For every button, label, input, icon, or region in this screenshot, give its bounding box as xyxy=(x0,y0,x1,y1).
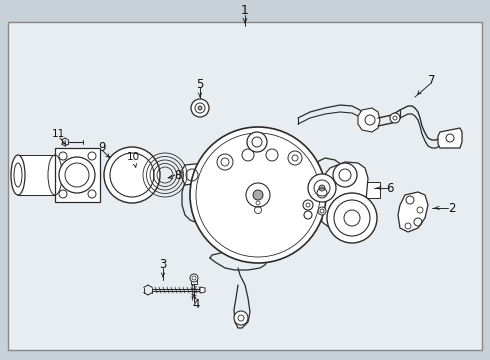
Text: 2: 2 xyxy=(448,202,456,215)
Text: 10: 10 xyxy=(126,152,140,162)
Text: 4: 4 xyxy=(192,298,200,311)
Polygon shape xyxy=(55,148,100,202)
Text: 5: 5 xyxy=(196,77,204,90)
Text: 11: 11 xyxy=(51,129,65,139)
Polygon shape xyxy=(200,287,205,293)
Polygon shape xyxy=(320,162,368,228)
Circle shape xyxy=(390,113,400,123)
Ellipse shape xyxy=(104,147,160,203)
Circle shape xyxy=(327,193,377,243)
Circle shape xyxy=(242,149,254,161)
Circle shape xyxy=(253,190,263,200)
Text: 9: 9 xyxy=(98,140,106,153)
Circle shape xyxy=(234,311,248,325)
Circle shape xyxy=(318,207,326,215)
Circle shape xyxy=(247,132,267,152)
Text: 7: 7 xyxy=(428,73,436,86)
Polygon shape xyxy=(315,184,332,202)
Circle shape xyxy=(303,200,313,210)
Text: 3: 3 xyxy=(159,258,167,271)
Circle shape xyxy=(190,127,326,263)
Polygon shape xyxy=(182,163,208,185)
Circle shape xyxy=(304,211,312,219)
Circle shape xyxy=(190,274,198,282)
Circle shape xyxy=(59,157,95,193)
Polygon shape xyxy=(438,128,462,148)
Polygon shape xyxy=(18,155,55,195)
Circle shape xyxy=(288,151,302,165)
Ellipse shape xyxy=(11,155,25,195)
Text: 6: 6 xyxy=(386,181,394,194)
Circle shape xyxy=(266,149,278,161)
Circle shape xyxy=(198,106,202,110)
Text: 1: 1 xyxy=(241,4,249,17)
Polygon shape xyxy=(335,182,380,198)
Polygon shape xyxy=(191,278,197,284)
Polygon shape xyxy=(398,192,428,232)
Circle shape xyxy=(217,154,233,170)
Polygon shape xyxy=(243,132,268,152)
Circle shape xyxy=(308,174,336,202)
Polygon shape xyxy=(358,108,380,132)
Circle shape xyxy=(333,163,357,187)
Text: 8: 8 xyxy=(174,168,182,181)
Circle shape xyxy=(191,99,209,117)
Circle shape xyxy=(319,185,325,191)
